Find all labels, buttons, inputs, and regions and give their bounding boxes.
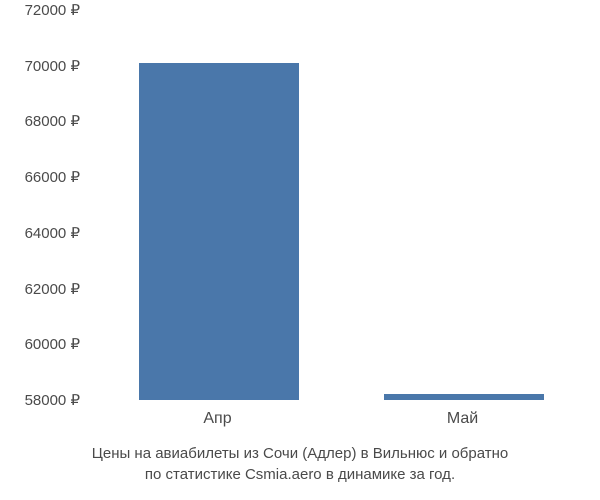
caption-line-2: по статистике Csmia.aero в динамике за г…: [0, 464, 600, 485]
plot-area: [95, 10, 585, 400]
x-tick-label: Май: [447, 410, 478, 428]
price-chart: 72000 ₽ 70000 ₽ 68000 ₽ 66000 ₽ 64000 ₽ …: [0, 0, 600, 500]
y-tick-label: 68000 ₽: [25, 112, 80, 130]
y-tick-label: 72000 ₽: [25, 1, 80, 19]
y-tick-label: 60000 ₽: [25, 335, 80, 353]
y-tick-label: 58000 ₽: [25, 391, 80, 409]
y-tick-label: 62000 ₽: [25, 280, 80, 298]
chart-caption: Цены на авиабилеты из Сочи (Адлер) в Вил…: [0, 443, 600, 485]
y-tick-label: 66000 ₽: [25, 168, 80, 186]
x-tick-label: Апр: [203, 410, 231, 428]
y-tick-label: 70000 ₽: [25, 57, 80, 75]
y-tick-label: 64000 ₽: [25, 224, 80, 242]
bar-apr: [139, 63, 299, 400]
bar-may: [384, 394, 544, 400]
caption-line-1: Цены на авиабилеты из Сочи (Адлер) в Вил…: [0, 443, 600, 464]
